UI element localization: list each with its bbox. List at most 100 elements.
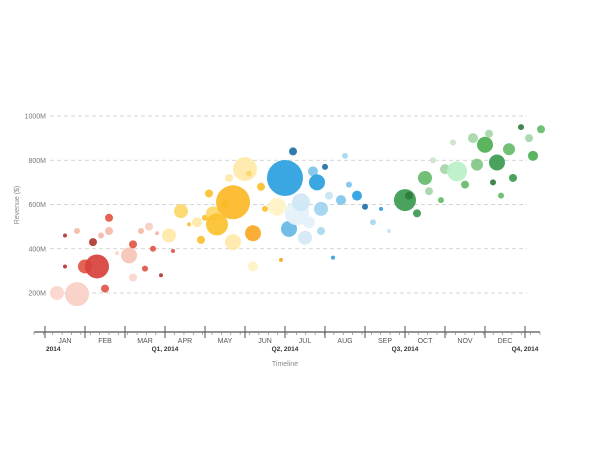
bubble-point[interactable] bbox=[65, 282, 89, 307]
bubble-point[interactable] bbox=[98, 232, 104, 239]
bubble-point[interactable] bbox=[138, 228, 144, 235]
bubble-point[interactable] bbox=[225, 173, 233, 182]
bubble-point[interactable] bbox=[85, 254, 109, 279]
x-axis-title: Timeline bbox=[272, 361, 298, 368]
bubble-point[interactable] bbox=[202, 214, 208, 221]
bubble-point[interactable] bbox=[322, 163, 328, 170]
bubble-point[interactable] bbox=[498, 192, 504, 199]
bubble-point[interactable] bbox=[314, 201, 328, 216]
bubble-point[interactable] bbox=[379, 206, 383, 211]
x-tick-label: AUG bbox=[337, 338, 352, 345]
bubble-point[interactable] bbox=[50, 286, 64, 300]
bubble-point[interactable] bbox=[490, 179, 496, 186]
bubble-point[interactable] bbox=[205, 189, 213, 198]
bubble-point[interactable] bbox=[485, 129, 493, 138]
bubble-point[interactable] bbox=[63, 233, 67, 238]
bubble-point[interactable] bbox=[413, 209, 421, 218]
x-axis: JAN FEB MAR APR MAY JUN JUL AUG SEP OCT NOV DEC 2014… bbox=[33, 326, 541, 353]
bubble-point[interactable] bbox=[425, 187, 433, 196]
bubble-point[interactable] bbox=[346, 181, 352, 188]
bubble-point[interactable] bbox=[362, 203, 368, 210]
bubble-point[interactable] bbox=[387, 229, 391, 234]
bubble-point[interactable] bbox=[468, 133, 478, 144]
bubble-point[interactable] bbox=[145, 222, 153, 231]
bubble-point[interactable] bbox=[101, 284, 109, 293]
bubble-point[interactable] bbox=[370, 219, 376, 226]
bubble-point[interactable] bbox=[268, 197, 286, 216]
quarter-label: Q1, 2014 bbox=[152, 346, 179, 353]
bubble-point[interactable] bbox=[309, 174, 325, 191]
bubble-point[interactable] bbox=[489, 154, 505, 171]
bubble-point[interactable] bbox=[405, 191, 413, 200]
bubble-point[interactable] bbox=[129, 240, 137, 249]
bubble-point[interactable] bbox=[447, 161, 467, 182]
bubble-point[interactable] bbox=[331, 255, 335, 260]
bubble-point[interactable] bbox=[174, 204, 188, 219]
bubble-point[interactable] bbox=[303, 216, 315, 229]
bubble-point[interactable] bbox=[352, 190, 362, 201]
bubble-point[interactable] bbox=[155, 231, 159, 236]
x-tick-label: JUN bbox=[258, 338, 272, 345]
bubble-point[interactable] bbox=[142, 265, 148, 272]
bubble-point[interactable] bbox=[262, 205, 268, 212]
bubble-point[interactable] bbox=[159, 273, 163, 278]
bubble-point[interactable] bbox=[63, 264, 67, 269]
bubble-point[interactable] bbox=[206, 213, 228, 236]
bubble-point[interactable] bbox=[216, 185, 250, 220]
bubble-point[interactable] bbox=[342, 152, 348, 159]
bubble-point[interactable] bbox=[471, 158, 483, 171]
bubble-point[interactable] bbox=[121, 247, 137, 264]
bubble-point[interactable] bbox=[162, 228, 176, 243]
bubble-point[interactable] bbox=[281, 220, 297, 237]
bubble-point[interactable] bbox=[89, 238, 97, 247]
bubble-point[interactable] bbox=[528, 150, 538, 161]
bubble-point[interactable] bbox=[248, 261, 258, 272]
x-tick-label: DEC bbox=[498, 338, 513, 345]
bubbles bbox=[50, 124, 545, 307]
bubble-point[interactable] bbox=[477, 136, 493, 153]
bubble-point[interactable] bbox=[105, 213, 113, 222]
bubble-point[interactable] bbox=[298, 230, 312, 245]
bubble-point[interactable] bbox=[503, 143, 515, 156]
bubble-point[interactable] bbox=[150, 245, 156, 252]
bubble-point[interactable] bbox=[115, 251, 119, 256]
y-axis-tick-labels: 200M 400M 600M 800M 1000M bbox=[25, 114, 47, 298]
bubble-point[interactable] bbox=[292, 193, 310, 212]
bubble-point[interactable] bbox=[257, 182, 265, 191]
bubble-point[interactable] bbox=[267, 159, 303, 196]
y-tick-label: 400M bbox=[28, 246, 46, 253]
bubble-point[interactable] bbox=[317, 227, 325, 236]
bubble-point[interactable] bbox=[289, 147, 297, 156]
x-tick-label: NOV bbox=[457, 338, 473, 345]
bubble-point[interactable] bbox=[105, 227, 113, 236]
bubble-point[interactable] bbox=[325, 191, 333, 200]
y-tick-label: 1000M bbox=[25, 114, 47, 121]
bubble-point[interactable] bbox=[279, 257, 283, 262]
bubble-point[interactable] bbox=[509, 173, 517, 182]
bubble-point[interactable] bbox=[461, 180, 469, 189]
bubble-point[interactable] bbox=[418, 170, 432, 185]
bubble-point[interactable] bbox=[537, 125, 545, 134]
bubble-point[interactable] bbox=[233, 157, 257, 182]
bubble-point[interactable] bbox=[74, 228, 80, 235]
bubble-point[interactable] bbox=[438, 197, 444, 204]
x-tick-label: FEB bbox=[98, 338, 112, 345]
bubble-point[interactable] bbox=[394, 189, 416, 212]
bubble-point[interactable] bbox=[336, 195, 346, 206]
bubble-point[interactable] bbox=[308, 166, 318, 177]
bubble-point[interactable] bbox=[518, 124, 524, 131]
x-tick-label: JUL bbox=[299, 338, 312, 345]
bubble-point[interactable] bbox=[187, 222, 191, 227]
bubble-point[interactable] bbox=[129, 273, 137, 282]
bubble-point[interactable] bbox=[225, 234, 241, 251]
bubble-point[interactable] bbox=[246, 170, 252, 177]
bubble-point[interactable] bbox=[245, 225, 261, 242]
bubble-point[interactable] bbox=[450, 139, 456, 146]
bubble-point[interactable] bbox=[192, 217, 202, 228]
bubble-point[interactable] bbox=[430, 157, 436, 164]
bubble-point[interactable] bbox=[197, 235, 205, 244]
x-tick-label: APR bbox=[178, 338, 192, 345]
bubble-point[interactable] bbox=[525, 134, 533, 143]
y-axis-title: Revenue ($) bbox=[14, 186, 21, 225]
bubble-point[interactable] bbox=[171, 248, 175, 253]
